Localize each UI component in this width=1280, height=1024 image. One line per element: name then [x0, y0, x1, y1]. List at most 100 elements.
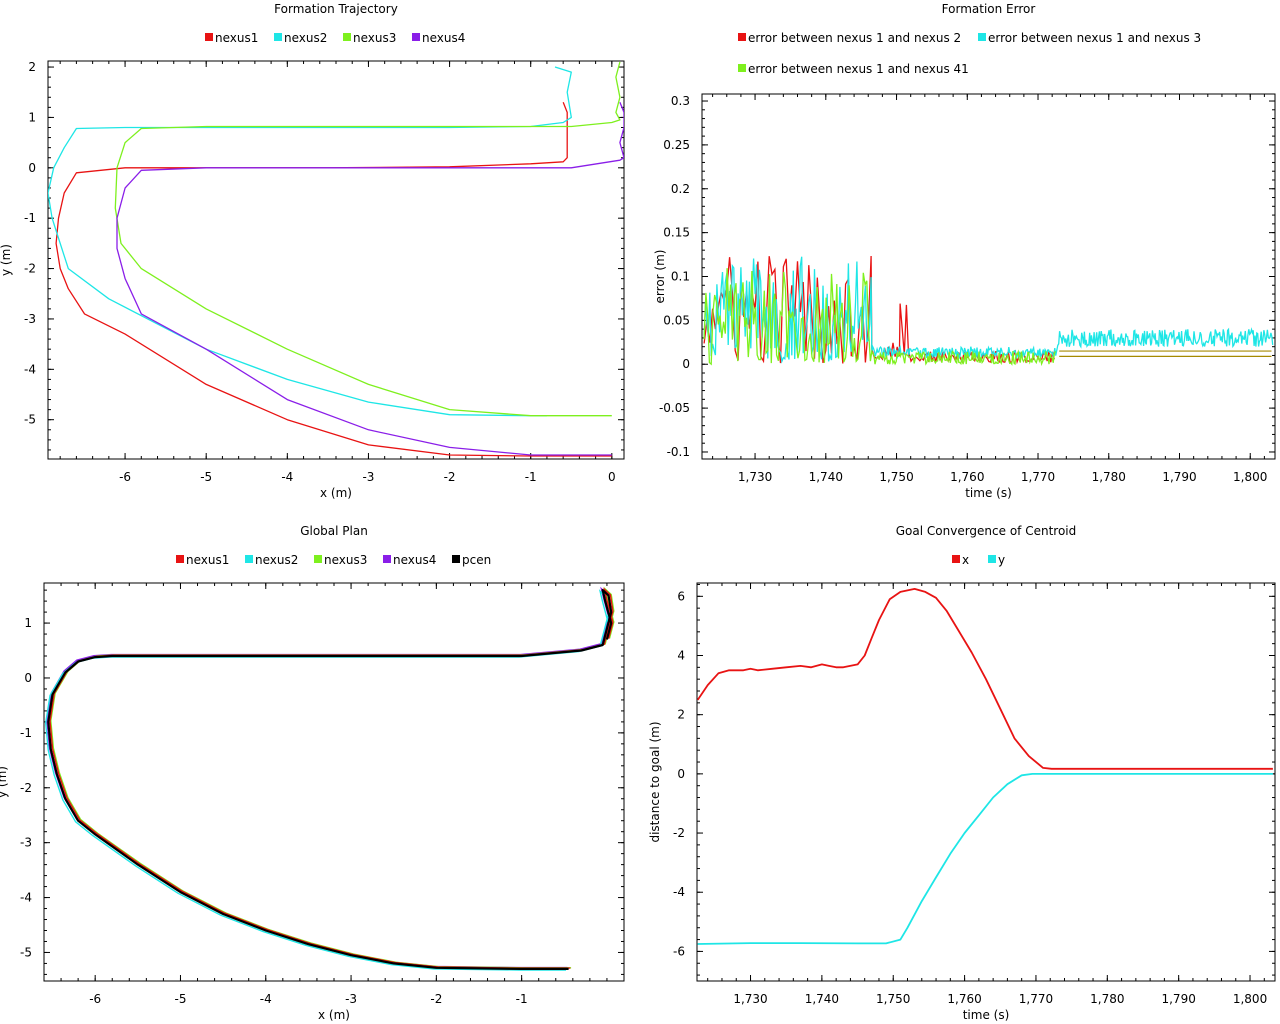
- y-tick-label: -4: [20, 891, 32, 905]
- legend-swatch: [978, 33, 986, 41]
- x-tick-label: 1,800: [1233, 992, 1267, 1006]
- legend-label: nexus4: [393, 553, 436, 567]
- x-tick-label: 1,790: [1162, 470, 1196, 484]
- y-tick-label: 0: [24, 671, 32, 685]
- y-tick-label: -5: [20, 945, 32, 959]
- chart-title: Formation Trajectory: [274, 2, 398, 16]
- y-tick-label: -6: [673, 944, 685, 958]
- y-tick-label: 2: [677, 708, 685, 722]
- legend-swatch: [738, 64, 746, 72]
- legend-item: nexus2: [274, 31, 327, 45]
- y-tick-label: -0.1: [667, 445, 690, 459]
- x-tick-label: -2: [444, 470, 456, 484]
- series-line: [703, 268, 1057, 367]
- legend-swatch: [452, 555, 460, 563]
- x-tick-label: 1,750: [879, 470, 913, 484]
- y-tick-label: 1: [24, 616, 32, 630]
- x-tick-label: -3: [345, 992, 357, 1006]
- chart-error: Formation Error error between nexus 1 and…: [653, 2, 1276, 500]
- chart-trajectory: Formation Trajectory nexus1 nexus2 nexus3 ne…: [0, 2, 625, 500]
- y-tick-label: 0.2: [671, 182, 690, 196]
- legend-swatch: [738, 33, 746, 41]
- x-tick-label: -1: [516, 992, 528, 1006]
- y-tick-label: 0.05: [663, 313, 690, 327]
- y-tick-label: -2: [20, 781, 32, 795]
- plot-frame: [701, 93, 1276, 460]
- legend-label: x: [962, 553, 969, 567]
- chart-title: Formation Error: [942, 2, 1036, 16]
- legend-item: nexus1: [205, 31, 258, 45]
- legend-label: nexus2: [284, 31, 327, 45]
- y-tick-label: -2: [673, 826, 685, 840]
- x-axis-label: time (s): [965, 486, 1012, 500]
- x-tick-label: -1: [525, 470, 537, 484]
- series-line: [48, 66, 572, 417]
- x-tick-label: 1,750: [876, 992, 910, 1006]
- chart-title: Global Plan: [300, 524, 368, 538]
- x-tick-label: -6: [119, 470, 131, 484]
- y-tick-label: -3: [20, 836, 32, 850]
- legend-label: error between nexus 1 and nexus 2: [748, 31, 961, 45]
- series-line: [46, 586, 611, 969]
- y-tick-label: 0.25: [663, 138, 690, 152]
- y-tick-label: 0: [682, 357, 690, 371]
- legend-item: nexus4: [383, 553, 436, 567]
- x-tick-label: 1,730: [738, 470, 772, 484]
- y-tick-label: -1: [20, 726, 32, 740]
- legend-swatch: [245, 555, 253, 563]
- x-tick-label: -4: [260, 992, 272, 1006]
- legend-label: nexus1: [186, 553, 229, 567]
- series-line: [697, 773, 1273, 945]
- series-line: [49, 587, 614, 969]
- series-line: [697, 588, 1273, 770]
- y-tick-label: -0.05: [659, 401, 690, 415]
- y-tick-label: 0.3: [671, 94, 690, 108]
- legend-item: error between nexus 1 and nexus 2: [738, 31, 961, 45]
- legend-item: nexus3: [314, 553, 367, 567]
- series-line: [44, 589, 610, 971]
- series-line: [47, 589, 613, 970]
- x-tick-label: 1,770: [1021, 470, 1055, 484]
- legend-item: error between nexus 1 and nexus 41: [738, 62, 969, 76]
- legend-label: nexus4: [422, 31, 465, 45]
- chart-convergence: Goal Convergence of Centroid x y 1,730 1,740…: [648, 524, 1276, 1022]
- x-tick-label: 1,780: [1092, 470, 1126, 484]
- legend-swatch: [176, 555, 184, 563]
- x-tick-label: 1,770: [1019, 992, 1053, 1006]
- legend-item: x: [952, 553, 969, 567]
- x-tick-label: 1,780: [1090, 992, 1124, 1006]
- x-tick-label: 1,800: [1233, 470, 1267, 484]
- legend-swatch: [205, 33, 213, 41]
- y-tick-label: -4: [673, 885, 685, 899]
- legend-swatch: [383, 555, 391, 563]
- legend-label: nexus3: [324, 553, 367, 567]
- legend-label: pcen: [462, 553, 491, 567]
- legend-swatch: [343, 33, 351, 41]
- x-tick-label: -4: [281, 470, 293, 484]
- y-tick-label: -3: [24, 312, 36, 326]
- x-tick-label: -5: [174, 992, 186, 1006]
- plot-area: [697, 588, 1273, 945]
- y-tick-label: -5: [24, 413, 36, 427]
- plot-area: [48, 61, 624, 457]
- x-tick-label: 1,760: [950, 470, 984, 484]
- plot-area: [703, 255, 1274, 367]
- plot-frame: [43, 582, 625, 982]
- chart-plan: Global Plan nexus1 nexus2 nexus3 nexus4 pcen -…: [0, 524, 625, 1022]
- x-tick-label: 1,730: [733, 992, 767, 1006]
- x-tick-label: -6: [89, 992, 101, 1006]
- legend-label: nexus1: [215, 31, 258, 45]
- y-axis-label: error (m): [653, 250, 667, 304]
- y-tick-label: -4: [24, 362, 36, 376]
- y-tick-label: -1: [24, 211, 36, 225]
- legend-swatch: [952, 555, 960, 563]
- x-axis-label: time (s): [963, 1008, 1010, 1022]
- y-tick-label: -2: [24, 262, 36, 276]
- legend-label: nexus2: [255, 553, 298, 567]
- legend-label: y: [998, 553, 1005, 567]
- legend-item: nexus1: [176, 553, 229, 567]
- x-tick-label: 0: [608, 470, 616, 484]
- x-axis-label: x (m): [320, 486, 352, 500]
- legend-swatch: [274, 33, 282, 41]
